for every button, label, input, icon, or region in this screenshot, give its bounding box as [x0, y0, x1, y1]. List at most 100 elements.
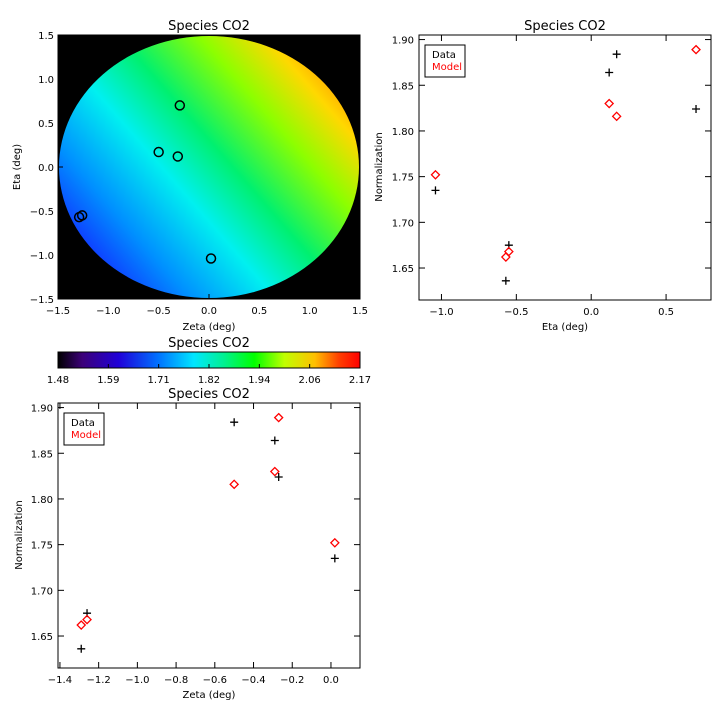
- colorbar-ticks: 1.48 1.59 1.71 1.82 1.94 2.06 2.17: [47, 364, 371, 386]
- model-point: [503, 246, 514, 257]
- legend-label-data: Data: [432, 50, 456, 61]
- map-marker: [172, 151, 184, 162]
- model-point: [229, 479, 240, 490]
- eta-chart-title: Species CO2: [524, 19, 606, 34]
- x-tick-label: −0.2: [280, 675, 304, 686]
- colorbar-tick-label: 1.82: [198, 375, 220, 386]
- y-tick-label: 1.80: [392, 127, 414, 138]
- data-point: [230, 418, 239, 427]
- model-point: [500, 252, 511, 262]
- data-point: [501, 276, 510, 285]
- data-point: [330, 554, 339, 563]
- map-y-label: Eta (deg): [12, 144, 23, 190]
- data-point: [692, 105, 701, 114]
- y-tick-label: 1.85: [31, 449, 53, 460]
- y-tick-label: 1.65: [392, 264, 414, 275]
- y-tick-label: 1.75: [31, 541, 53, 552]
- plot-frame: [57, 402, 361, 669]
- data-point: [77, 644, 86, 653]
- map-x-tick-label: −1.5: [46, 306, 70, 317]
- model-point: [430, 169, 441, 180]
- y-tick-label: 1.70: [31, 586, 53, 597]
- legend-box: [424, 44, 466, 78]
- zeta-chart-x-label: Zeta (deg): [183, 690, 236, 701]
- model-point: [269, 466, 280, 477]
- model-point: [604, 98, 615, 109]
- model-point: [691, 44, 701, 55]
- colorbar-tick-label: 1.59: [97, 375, 119, 386]
- zeta-chart-title: Species CO2: [168, 387, 250, 402]
- map-y-tick-label: −1.5: [30, 295, 54, 306]
- map-markers: [73, 100, 217, 264]
- x-tick-label: 0.0: [583, 307, 599, 318]
- x-tick-label: −1.2: [87, 675, 111, 686]
- x-tick-label: −1.0: [429, 307, 453, 318]
- map-marker: [205, 253, 217, 264]
- map-marker: [174, 100, 186, 111]
- colorbar-tick-label: 1.48: [47, 375, 69, 386]
- data-point: [274, 473, 283, 482]
- map-x-label: Zeta (deg): [183, 322, 236, 333]
- data-point: [605, 68, 614, 77]
- map-x-axis: −1.5 −1.0 −0.5 0.0 0.5 1.0 1.5: [46, 294, 368, 317]
- map-y-tick-label: 1.0: [38, 75, 54, 86]
- legend-label-model: Model: [71, 430, 101, 441]
- y-tick-label: 1.75: [392, 173, 414, 184]
- colorbar-tick-label: 1.94: [248, 375, 270, 386]
- y-tick-label: 1.80: [31, 495, 53, 506]
- x-tick-label: −0.6: [203, 675, 227, 686]
- model-point: [273, 412, 284, 423]
- legend-box: [63, 412, 105, 446]
- legend-label-model: Model: [432, 62, 462, 73]
- map-y-tick-label: 0.0: [38, 163, 54, 174]
- model-point: [611, 111, 622, 122]
- x-tick-label: −1.0: [125, 675, 149, 686]
- y-tick-label: 1.65: [31, 632, 53, 643]
- data-point: [270, 436, 279, 445]
- eta-scatter-chart: Species CO2 Eta (deg) Normalization −1.0…: [374, 19, 712, 333]
- map-panel: Species CO2 −1.5 −1.0 −0.5 0.0 0.5 1.0 1.5 −1.…: [12, 19, 368, 333]
- map-y-tick-label: 0.5: [38, 119, 54, 130]
- y-tick-label: 1.70: [392, 218, 414, 229]
- model-point: [76, 620, 87, 630]
- colorbar-title: Species CO2: [168, 336, 250, 351]
- model-point: [329, 537, 340, 548]
- map-y-axis: −1.5 −1.0 −0.5 0.0 0.5 1.0 1.5: [30, 31, 63, 306]
- x-tick-label: −0.8: [164, 675, 188, 686]
- plot-frame: [418, 34, 712, 301]
- map-x-tick-label: −0.5: [147, 306, 171, 317]
- y-tick-label: 1.85: [392, 81, 414, 92]
- x-tick-label: 0.5: [658, 307, 674, 318]
- x-tick-label: 0.0: [323, 675, 339, 686]
- zeta-chart-y-label: Normalization: [14, 500, 25, 570]
- data-point: [612, 50, 621, 59]
- x-tick-label: −0.4: [241, 675, 265, 686]
- colorbar-tick-label: 1.71: [148, 375, 170, 386]
- map-title: Species CO2: [168, 19, 250, 34]
- map-y-tick-label: −0.5: [30, 207, 54, 218]
- colorbar-tick-label: 2.17: [349, 375, 371, 386]
- data-point: [431, 186, 440, 195]
- map-x-tick-label: 1.5: [352, 306, 368, 317]
- map-y-tick-label: 1.5: [38, 31, 54, 42]
- y-tick-label: 1.90: [392, 36, 414, 47]
- eta-chart-x-label: Eta (deg): [542, 322, 588, 333]
- map-x-tick-label: −1.0: [96, 306, 120, 317]
- map-x-tick-label: 1.0: [302, 306, 318, 317]
- legend-label-data: Data: [71, 418, 95, 429]
- colorbar: Species CO2 1.48 1.59 1.71 1.82 1.94 2.06 2.17: [47, 336, 371, 386]
- x-tick-label: −1.4: [48, 675, 72, 686]
- map-marker: [153, 146, 164, 158]
- eta-chart-y-label: Normalization: [374, 132, 385, 202]
- y-tick-label: 1.90: [31, 404, 53, 415]
- zeta-scatter-chart: Species CO2 Zeta (deg) Normalization −1.…: [14, 387, 361, 701]
- map-disk: [59, 36, 359, 298]
- model-point: [82, 614, 92, 625]
- map-marker: [76, 210, 88, 221]
- map-x-tick-label: 0.5: [251, 306, 267, 317]
- map-y-tick-label: −1.0: [30, 251, 54, 262]
- map-x-tick-label: 0.0: [201, 306, 217, 317]
- x-tick-label: −0.5: [504, 307, 528, 318]
- colorbar-tick-label: 2.06: [299, 375, 321, 386]
